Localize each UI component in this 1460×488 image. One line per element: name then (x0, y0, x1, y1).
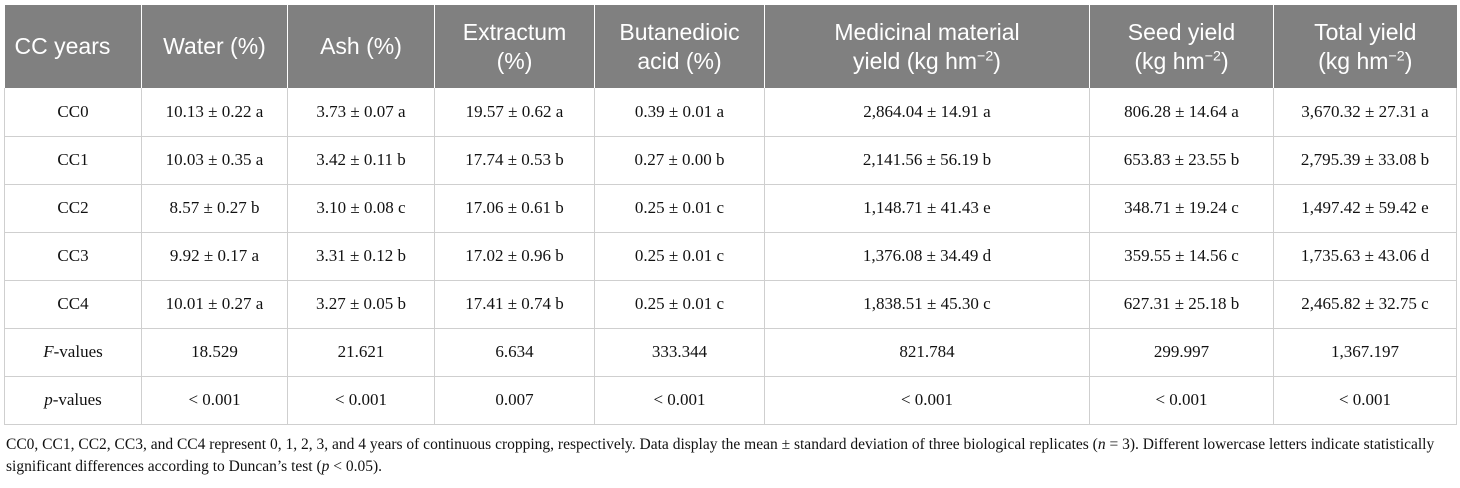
table-cell: 2,141.56 ± 56.19 b (764, 136, 1090, 185)
table-cell: 10.01 ± 0.27 a (141, 280, 288, 329)
table-cell: 6.634 (434, 328, 595, 377)
col-header-medicinal-yield: Medicinal material yield (kg hm−2) (764, 5, 1090, 88)
col-header-total-yield: Total yield (kg hm−2) (1273, 5, 1457, 88)
table-cell: 1,148.71 ± 41.43 e (764, 184, 1090, 233)
table-row: CC4 10.01 ± 0.27 a 3.27 ± 0.05 b 17.41 ±… (4, 280, 1457, 329)
table-cell: 1,497.42 ± 59.42 e (1273, 184, 1457, 233)
table-cell: 17.41 ± 0.74 b (434, 280, 595, 329)
table-cell: 1,367.197 (1273, 328, 1457, 377)
f-values-label: F-values (4, 328, 142, 377)
table-cell: < 0.001 (287, 376, 435, 425)
table-cell: 299.997 (1089, 328, 1274, 377)
table-cell: 3.31 ± 0.12 b (287, 232, 435, 281)
table-cell: < 0.001 (141, 376, 288, 425)
col-header-seed-yield: Seed yield (kg hm−2) (1089, 5, 1274, 88)
table-cell: 17.02 ± 0.96 b (434, 232, 595, 281)
col-header-water: Water (%) (141, 5, 288, 88)
table-cell: 653.83 ± 23.55 b (1089, 136, 1274, 185)
table-cell: 0.27 ± 0.00 b (594, 136, 765, 185)
table-cell: 333.344 (594, 328, 765, 377)
table-cell: < 0.001 (1089, 376, 1274, 425)
table-row: CC2 8.57 ± 0.27 b 3.10 ± 0.08 c 17.06 ± … (4, 184, 1457, 233)
table-cell: 18.529 (141, 328, 288, 377)
table-cell: 10.13 ± 0.22 a (141, 88, 288, 137)
table-cell: 3.42 ± 0.11 b (287, 136, 435, 185)
table-cell: 10.03 ± 0.35 a (141, 136, 288, 185)
table-cell: CC4 (4, 280, 142, 329)
table-cell: 0.007 (434, 376, 595, 425)
table-cell: 2,795.39 ± 33.08 b (1273, 136, 1457, 185)
table-row: CC3 9.92 ± 0.17 a 3.31 ± 0.12 b 17.02 ± … (4, 232, 1457, 281)
table-footnote: CC0, CC1, CC2, CC3, and CC4 represent 0,… (6, 435, 1435, 475)
table-cell: 21.621 (287, 328, 435, 377)
table-cell: CC0 (4, 88, 142, 137)
col-header-ash: Ash (%) (287, 5, 435, 88)
table-cell: 1,838.51 ± 45.30 c (764, 280, 1090, 329)
table-cell: < 0.001 (764, 376, 1090, 425)
table-cell: 3,670.32 ± 27.31 a (1273, 88, 1457, 137)
table-cell: 3.73 ± 0.07 a (287, 88, 435, 137)
table-cell: 8.57 ± 0.27 b (141, 184, 288, 233)
table-cell: CC1 (4, 136, 142, 185)
p-values-label: p-values (4, 376, 142, 425)
table-cell: CC3 (4, 232, 142, 281)
table-cell: 17.74 ± 0.53 b (434, 136, 595, 185)
table-cell: 627.31 ± 25.18 b (1089, 280, 1274, 329)
table-cell: 348.71 ± 19.24 c (1089, 184, 1274, 233)
table-cell: 3.27 ± 0.05 b (287, 280, 435, 329)
table-cell: 0.39 ± 0.01 a (594, 88, 765, 137)
table-cell: 0.25 ± 0.01 c (594, 232, 765, 281)
table-container: CC years Water (%) Ash (%) Extractum (%) … (4, 5, 1457, 478)
table-cell: 1,735.63 ± 43.06 d (1273, 232, 1457, 281)
col-header-cc-years: CC years (4, 5, 142, 88)
table-cell: 2,864.04 ± 14.91 a (764, 88, 1090, 137)
table-cell: < 0.001 (1273, 376, 1457, 425)
col-header-butanedioic-acid: Butanedioic acid (%) (594, 5, 765, 88)
p-values-row: p-values < 0.001 < 0.001 0.007 < 0.001 <… (4, 376, 1457, 425)
header-row: CC years Water (%) Ash (%) Extractum (%) … (4, 5, 1457, 88)
results-table: CC years Water (%) Ash (%) Extractum (%) … (4, 5, 1457, 425)
table-cell: 17.06 ± 0.61 b (434, 184, 595, 233)
table-cell: 2,465.82 ± 32.75 c (1273, 280, 1457, 329)
table-cell: CC2 (4, 184, 142, 233)
table-cell: 359.55 ± 14.56 c (1089, 232, 1274, 281)
table-cell: 0.25 ± 0.01 c (594, 184, 765, 233)
table-row: CC0 10.13 ± 0.22 a 3.73 ± 0.07 a 19.57 ±… (4, 88, 1457, 137)
f-values-row: F-values 18.529 21.621 6.634 333.344 821… (4, 328, 1457, 377)
col-header-extractum: Extractum (%) (434, 5, 595, 88)
table-cell: 806.28 ± 14.64 a (1089, 88, 1274, 137)
table-cell: 1,376.08 ± 34.49 d (764, 232, 1090, 281)
table-cell: 9.92 ± 0.17 a (141, 232, 288, 281)
table-cell: 3.10 ± 0.08 c (287, 184, 435, 233)
table-cell: 821.784 (764, 328, 1090, 377)
table-cell: < 0.001 (594, 376, 765, 425)
table-cell: 19.57 ± 0.62 a (434, 88, 595, 137)
table-row: CC1 10.03 ± 0.35 a 3.42 ± 0.11 b 17.74 ±… (4, 136, 1457, 185)
table-cell: 0.25 ± 0.01 c (594, 280, 765, 329)
